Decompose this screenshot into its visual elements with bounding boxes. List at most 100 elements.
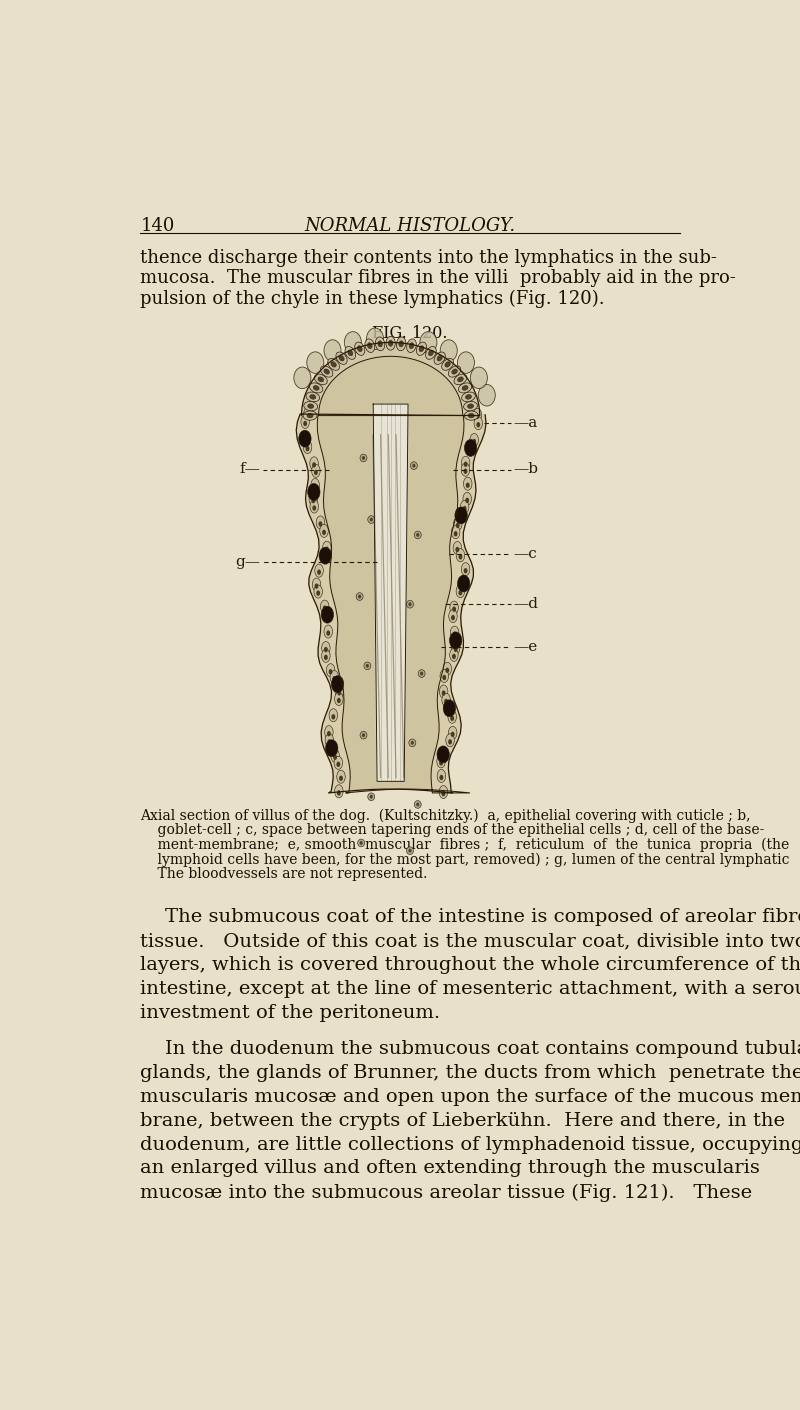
- Ellipse shape: [322, 642, 330, 654]
- Ellipse shape: [469, 447, 473, 453]
- Ellipse shape: [458, 384, 472, 393]
- Ellipse shape: [324, 654, 328, 660]
- Ellipse shape: [314, 584, 318, 589]
- Ellipse shape: [366, 329, 383, 350]
- Ellipse shape: [319, 547, 331, 564]
- Ellipse shape: [314, 564, 323, 577]
- Ellipse shape: [450, 626, 459, 639]
- Ellipse shape: [454, 374, 467, 385]
- Ellipse shape: [463, 402, 478, 410]
- Ellipse shape: [316, 591, 320, 596]
- Ellipse shape: [324, 340, 341, 361]
- Ellipse shape: [337, 698, 341, 704]
- Text: 140: 140: [140, 217, 174, 235]
- Ellipse shape: [462, 582, 466, 588]
- Ellipse shape: [458, 575, 470, 592]
- Ellipse shape: [462, 392, 475, 402]
- Ellipse shape: [451, 526, 460, 539]
- Ellipse shape: [307, 413, 313, 417]
- Ellipse shape: [321, 367, 333, 376]
- Ellipse shape: [439, 785, 448, 798]
- Ellipse shape: [331, 749, 339, 763]
- Ellipse shape: [410, 740, 414, 744]
- Ellipse shape: [459, 577, 468, 589]
- Ellipse shape: [452, 369, 458, 374]
- Ellipse shape: [325, 726, 333, 739]
- Ellipse shape: [323, 554, 327, 560]
- Ellipse shape: [294, 367, 311, 389]
- Polygon shape: [296, 343, 486, 792]
- Ellipse shape: [311, 498, 315, 503]
- Ellipse shape: [464, 568, 467, 574]
- Ellipse shape: [458, 376, 463, 382]
- Ellipse shape: [326, 740, 338, 757]
- Ellipse shape: [360, 840, 362, 845]
- Ellipse shape: [450, 601, 458, 615]
- Ellipse shape: [334, 756, 342, 770]
- Ellipse shape: [406, 601, 414, 608]
- Ellipse shape: [312, 578, 321, 591]
- Ellipse shape: [335, 685, 343, 698]
- Ellipse shape: [324, 625, 333, 639]
- Ellipse shape: [414, 801, 422, 808]
- Text: mucosæ into the submucous areolar tissue (Fig. 121).   These: mucosæ into the submucous areolar tissue…: [140, 1183, 753, 1201]
- Ellipse shape: [452, 654, 456, 658]
- Ellipse shape: [458, 589, 462, 595]
- Ellipse shape: [358, 345, 362, 351]
- Ellipse shape: [440, 670, 449, 682]
- Ellipse shape: [334, 785, 343, 798]
- Ellipse shape: [337, 770, 346, 783]
- Ellipse shape: [464, 410, 478, 420]
- Ellipse shape: [472, 439, 476, 444]
- Text: NORMAL HISTOLOGY.: NORMAL HISTOLOGY.: [305, 217, 515, 235]
- Ellipse shape: [339, 776, 343, 781]
- Ellipse shape: [322, 649, 330, 663]
- Ellipse shape: [364, 663, 371, 670]
- Ellipse shape: [312, 464, 320, 478]
- Ellipse shape: [470, 433, 478, 447]
- Ellipse shape: [331, 713, 335, 719]
- Ellipse shape: [301, 416, 310, 429]
- Ellipse shape: [366, 664, 369, 668]
- Ellipse shape: [339, 355, 344, 361]
- Ellipse shape: [312, 462, 316, 468]
- Ellipse shape: [448, 739, 452, 744]
- Text: thence discharge their contents into the lymphatics in the sub-: thence discharge their contents into the…: [140, 248, 717, 266]
- Text: an enlarged villus and often extending through the muscularis: an enlarged villus and often extending t…: [140, 1159, 760, 1177]
- Ellipse shape: [330, 671, 338, 684]
- Ellipse shape: [451, 642, 460, 654]
- Ellipse shape: [419, 345, 424, 351]
- Ellipse shape: [327, 739, 331, 744]
- Ellipse shape: [446, 667, 449, 673]
- Text: ment-membrane;  e, smooth  muscular  fibres ;  f,  reticulum  of  the  tunica  p: ment-membrane; e, smooth muscular fibres…: [140, 838, 790, 852]
- Ellipse shape: [336, 761, 340, 767]
- Ellipse shape: [309, 492, 318, 506]
- Ellipse shape: [456, 548, 465, 561]
- Ellipse shape: [322, 605, 326, 611]
- Ellipse shape: [388, 340, 393, 347]
- Ellipse shape: [310, 501, 318, 513]
- Ellipse shape: [439, 776, 443, 780]
- Ellipse shape: [308, 484, 320, 501]
- Ellipse shape: [442, 791, 446, 797]
- Ellipse shape: [462, 457, 470, 470]
- Ellipse shape: [358, 839, 365, 847]
- Ellipse shape: [303, 437, 307, 443]
- Ellipse shape: [304, 402, 318, 410]
- Ellipse shape: [334, 692, 343, 705]
- Ellipse shape: [442, 694, 450, 706]
- Ellipse shape: [454, 532, 458, 536]
- Ellipse shape: [455, 508, 467, 525]
- Ellipse shape: [365, 338, 374, 352]
- Ellipse shape: [318, 376, 324, 382]
- Ellipse shape: [338, 691, 341, 695]
- Ellipse shape: [321, 606, 334, 623]
- Ellipse shape: [313, 385, 319, 391]
- Ellipse shape: [331, 675, 344, 692]
- Ellipse shape: [439, 760, 443, 766]
- Text: brane, between the crypts of Lieberkühn.  Here and there, in the: brane, between the crypts of Lieberkühn.…: [140, 1111, 786, 1129]
- Ellipse shape: [412, 464, 415, 468]
- Ellipse shape: [474, 417, 482, 430]
- Ellipse shape: [360, 732, 367, 739]
- Ellipse shape: [464, 461, 467, 467]
